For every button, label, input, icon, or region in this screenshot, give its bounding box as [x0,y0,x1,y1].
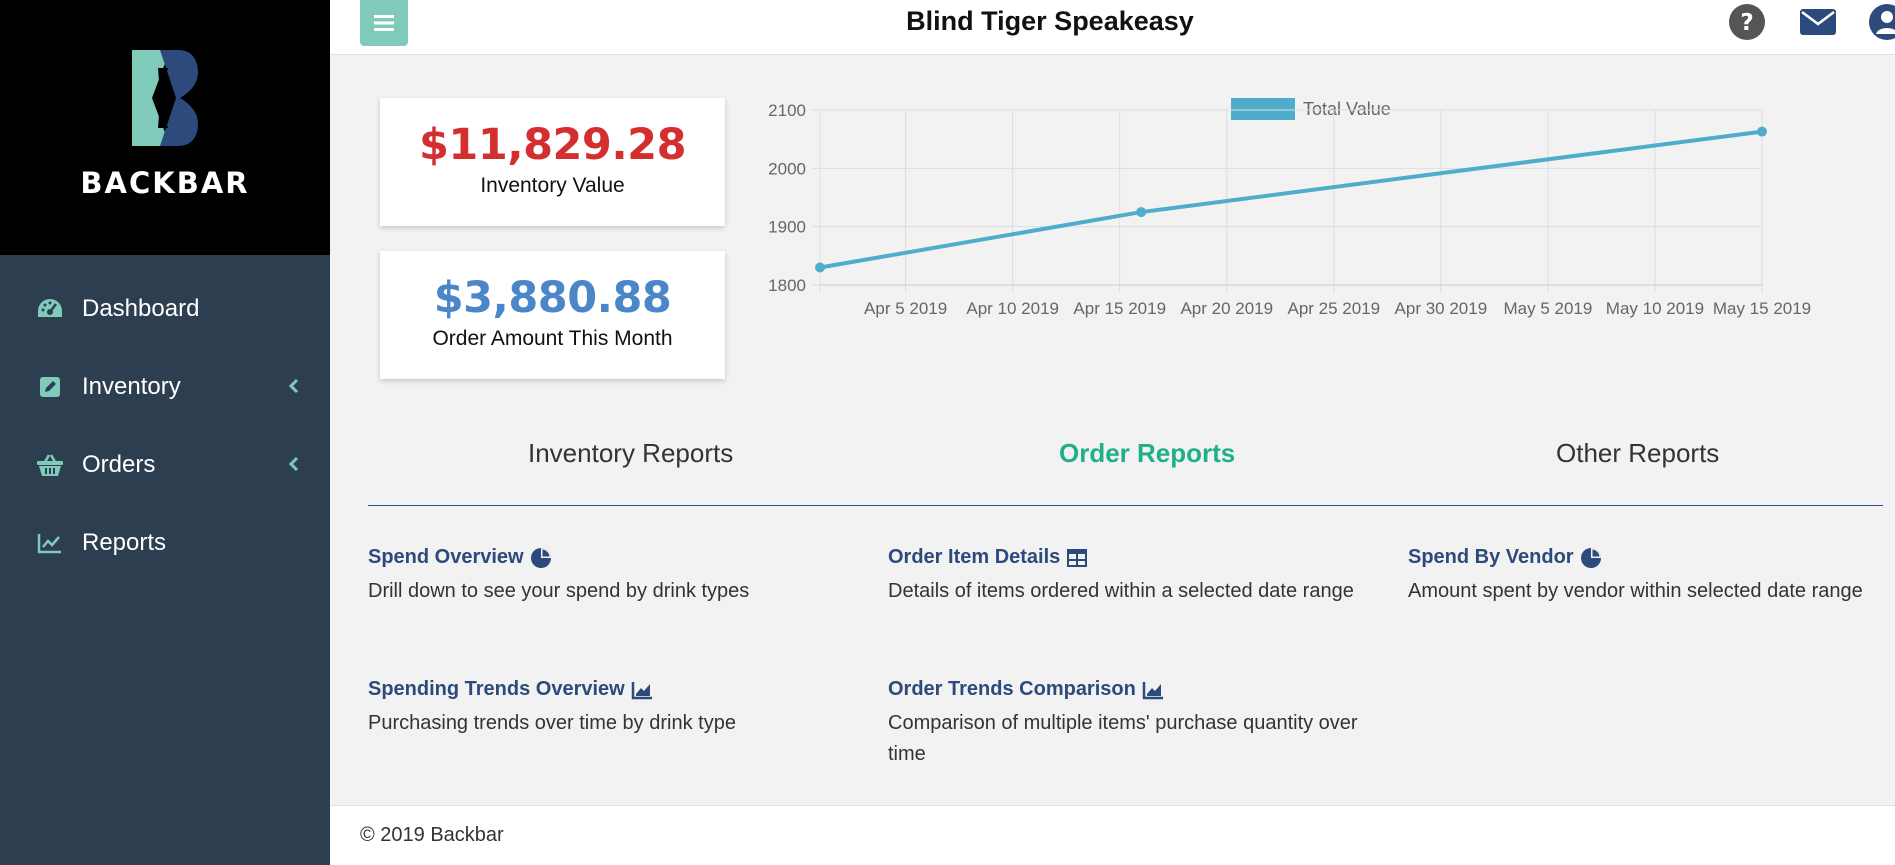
user-icon [1869,4,1895,40]
copyright-text: © 2019 Backbar [360,824,504,846]
sidebar-item-orders[interactable]: Orders [0,426,330,504]
footer: © 2019 Backbar [330,805,1895,865]
sidebar-item-label: Orders [82,451,156,478]
report-title: Spending Trends Overview [368,678,625,700]
report-link[interactable]: Order Item Details [888,546,1358,569]
x-tick-label: Apr 30 2019 [1395,299,1488,318]
inventory-value-chart: Total Value 1800 1900 2000 2100 Apr 5 2019 A… [768,98,1811,318]
report-description: Purchasing trends over time by drink typ… [368,712,736,734]
brand[interactable]: BACKBAR [0,0,330,255]
report-link[interactable]: Order Trends Comparison [888,678,1358,701]
y-tick-label: 1800 [768,276,806,295]
report-spend-overview: Spend Overview Drill down to see your sp… [368,546,838,607]
tab-order-reports[interactable]: Order Reports [1059,438,1236,468]
chart-line-icon [36,529,64,557]
topbar: Blind Tiger Speakeasy ? [330,0,1895,55]
profile-button[interactable] [1867,2,1895,42]
y-tick-label: 1900 [768,218,806,237]
area-chart-icon [1142,679,1164,701]
sidebar-item-label: Reports [82,529,167,556]
pie-chart-icon [530,547,552,569]
svg-text:?: ? [1740,10,1753,36]
report-tabs: Inventory Reports Order Reports Other Re… [368,420,1883,506]
report-link[interactable]: Spend By Vendor [1408,546,1878,569]
y-tick-label: 2100 [768,101,806,120]
report-description: Drill down to see your spend by drink ty… [368,580,750,602]
sidebar-item-inventory[interactable]: Inventory [0,348,330,426]
tab-other-reports[interactable]: Other Reports [1556,438,1720,468]
sidebar: BACKBAR Dashboard Inventory Orders [0,0,330,865]
envelope-icon [1800,9,1836,35]
x-tick-label: Apr 20 2019 [1180,299,1273,318]
basket-icon [36,451,64,479]
x-tick-label: May 10 2019 [1606,299,1704,318]
y-tick-label: 2000 [768,159,806,178]
x-tick-label: May 5 2019 [1503,299,1592,318]
edit-icon [36,373,64,401]
x-tick-label: May 15 2019 [1713,299,1811,318]
sidebar-nav: Dashboard Inventory Orders Reports [0,270,330,582]
tab-inventory-reports[interactable]: Inventory Reports [528,438,734,468]
order-amount-card: $3,880.88 Order Amount This Month [380,251,725,379]
sidebar-item-dashboard[interactable]: Dashboard [0,270,330,348]
messages-button[interactable] [1798,2,1838,42]
report-spend-by-vendor: Spend By Vendor Amount spent by vendor w… [1408,546,1878,607]
pie-chart-icon [1580,547,1602,569]
legend-swatch [1231,98,1295,120]
backbar-logo [132,50,198,146]
sidebar-item-reports[interactable]: Reports [0,504,330,582]
sidebar-item-label: Inventory [82,373,181,400]
inventory-value-label: Inventory Value [480,174,625,197]
report-title: Spend By Vendor [1408,546,1574,568]
report-title: Order Item Details [888,546,1061,568]
x-tick-label: Apr 15 2019 [1073,299,1166,318]
data-point[interactable] [1757,126,1767,137]
area-chart-icon [631,679,653,701]
x-tick-label: Apr 10 2019 [966,299,1059,318]
brand-name: BACKBAR [80,166,250,200]
report-description: Details of items ordered within a select… [888,580,1354,602]
report-description: Comparison of multiple items' purchase q… [888,712,1358,765]
chevron-left-icon [288,451,300,479]
hamburger-icon [374,15,394,31]
help-button[interactable]: ? [1727,2,1767,42]
report-title: Order Trends Comparison [888,678,1136,700]
report-order-trends-comparison: Order Trends Comparison Comparison of mu… [888,678,1358,770]
inventory-value: $11,829.28 [418,120,687,170]
sidebar-item-label: Dashboard [82,295,200,322]
inventory-value-card: $11,829.28 Inventory Value [380,98,725,226]
report-link[interactable]: Spend Overview [368,546,838,569]
order-amount-label: Order Amount This Month [432,327,673,350]
report-title: Spend Overview [368,546,524,568]
help-icon: ? [1729,4,1765,40]
data-point[interactable] [815,262,825,273]
table-icon [1066,547,1088,569]
order-amount-value: $3,880.88 [433,273,672,323]
report-link[interactable]: Spending Trends Overview [368,678,838,701]
data-point[interactable] [1136,207,1147,218]
legend-label: Total Value [1303,99,1391,119]
report-spending-trends-overview: Spending Trends Overview Purchasing tren… [368,678,838,739]
dashboard-icon [36,295,64,323]
report-description: Amount spent by vendor within selected d… [1408,580,1863,602]
x-tick-label: Apr 5 2019 [864,299,947,318]
series-line [819,129,1763,270]
x-tick-label: Apr 25 2019 [1287,299,1380,318]
chevron-left-icon [288,373,300,401]
menu-toggle-button[interactable] [360,0,408,46]
report-order-item-details: Order Item Details Details of items orde… [888,546,1358,607]
page-title: Blind Tiger Speakeasy [906,6,1194,36]
